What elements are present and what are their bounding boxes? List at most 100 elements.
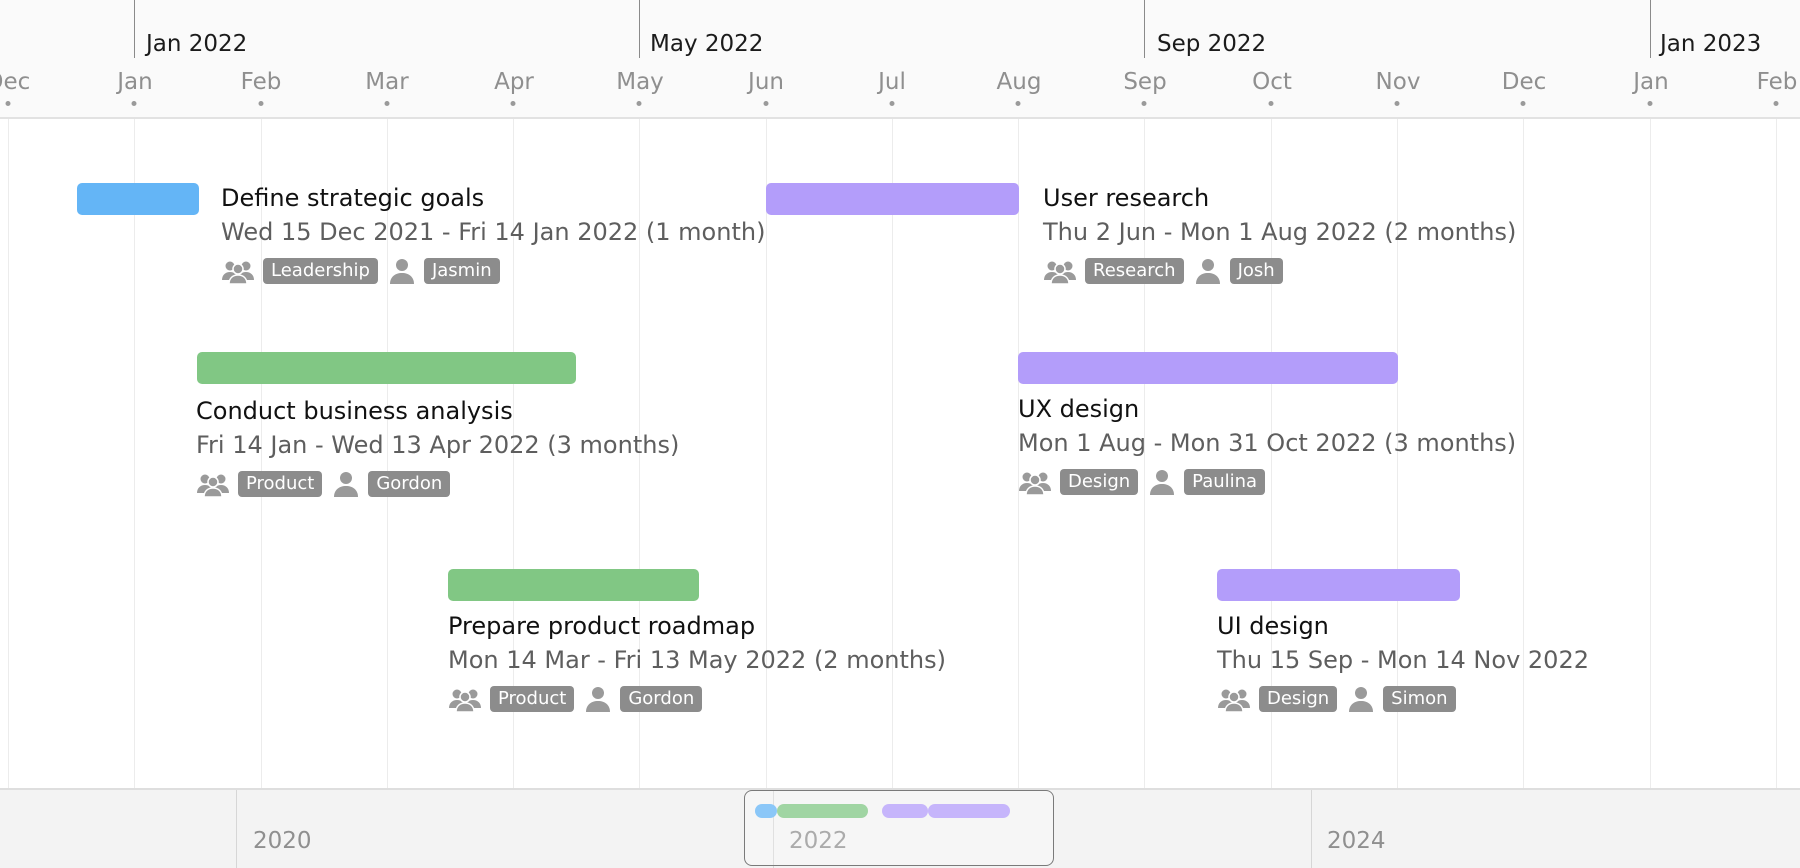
task-title[interactable]: UI design — [1217, 612, 1329, 640]
task-bar-ui-design[interactable] — [1217, 569, 1460, 601]
task-info-define-strategic-goals: Define strategic goals Wed 15 Dec 2021 -… — [221, 183, 765, 285]
overview-year-tick — [773, 790, 774, 868]
task-bar-ux-design[interactable] — [1018, 352, 1398, 384]
major-tick — [1650, 0, 1651, 58]
month-label: Jul — [878, 69, 906, 95]
person-tag: Gordon — [620, 686, 703, 712]
month-tick-dot — [889, 101, 895, 106]
task-dates: Mon 1 Aug - Mon 31 Oct 2022 (3 months) — [1018, 429, 1517, 457]
grid-line — [1144, 119, 1145, 788]
month-label: Apr — [494, 69, 534, 95]
overview-bar-ux-design — [928, 804, 1010, 818]
task-bar-prepare-product-roadmap[interactable] — [448, 569, 699, 601]
task-title[interactable]: Prepare product roadmap — [448, 612, 756, 640]
task-dates: Wed 15 Dec 2021 - Fri 14 Jan 2022 (1 mon… — [221, 218, 766, 246]
month-label: Oct — [1252, 69, 1292, 95]
grid-line — [1650, 119, 1651, 788]
person-tag: Paulina — [1184, 469, 1266, 495]
grid-line — [1271, 119, 1272, 788]
task-info-conduct-business-analysis: Conduct business analysis Fri 14 Jan - W… — [196, 396, 679, 498]
month-label: Dec — [1501, 69, 1547, 95]
grid-line — [766, 119, 767, 788]
grid-line — [892, 119, 893, 788]
task-dates: Thu 2 Jun - Mon 1 Aug 2022 (2 months) — [1043, 218, 1517, 246]
person-tag: Simon — [1383, 686, 1456, 712]
month-tick-dot — [1394, 101, 1400, 106]
month-tick-dot — [384, 101, 390, 106]
task-info-ux-design: UX design Mon 1 Aug - Mon 31 Oct 2022 (3… — [1018, 394, 1516, 496]
major-label-jan-2023: Jan 2023 — [1660, 31, 1762, 57]
timeline-body: Define strategic goals Wed 15 Dec 2021 -… — [0, 119, 1800, 788]
grid-line — [387, 119, 388, 788]
overview-bar-business-analysis — [777, 804, 868, 818]
month-label: Jan — [1633, 69, 1669, 95]
team-tag: Design — [1060, 469, 1139, 495]
team-icon — [196, 471, 230, 497]
month-tick-dot — [5, 101, 11, 106]
month-tick-dot — [131, 101, 137, 106]
task-title[interactable]: Define strategic goals — [221, 184, 485, 212]
team-icon — [1018, 469, 1052, 495]
grid-line — [261, 119, 262, 788]
major-tick — [639, 0, 640, 58]
task-dates: Thu 15 Sep - Mon 14 Nov 2022 — [1217, 646, 1589, 674]
grid-line — [1776, 119, 1777, 788]
person-icon — [1347, 686, 1375, 712]
major-tick — [1144, 0, 1145, 58]
overview-year-2020: 2020 — [253, 828, 312, 854]
person-tag: Jasmin — [423, 258, 500, 284]
month-tick-dot — [1268, 101, 1274, 106]
grid-line — [1523, 119, 1524, 788]
overview-year-tick — [1311, 790, 1312, 868]
month-label: Jan — [117, 69, 153, 95]
grid-line — [134, 119, 135, 788]
task-meta: Leadership Jasmin — [221, 257, 765, 285]
task-info-user-research: User research Thu 2 Jun - Mon 1 Aug 2022… — [1043, 183, 1516, 285]
overview-year-2024: 2024 — [1327, 828, 1386, 854]
month-tick-dot — [1520, 101, 1526, 106]
task-dates: Fri 14 Jan - Wed 13 Apr 2022 (3 months) — [196, 431, 680, 459]
person-tag: Gordon — [368, 471, 451, 497]
month-label: Sep — [1123, 69, 1167, 95]
month-label: Aug — [996, 69, 1042, 95]
task-meta: Product Gordon — [196, 470, 679, 498]
month-tick-dot — [763, 101, 769, 106]
task-info-prepare-product-roadmap: Prepare product roadmap Mon 14 Mar - Fri… — [448, 611, 946, 713]
month-label: Jun — [748, 69, 784, 95]
month-tick-dot — [510, 101, 516, 106]
task-title[interactable]: Conduct business analysis — [196, 397, 513, 425]
task-title[interactable]: UX design — [1018, 395, 1140, 423]
task-title[interactable]: User research — [1043, 184, 1210, 212]
overview-strip[interactable]: 2020 2022 2024 — [0, 788, 1800, 868]
month-label: Nov — [1375, 69, 1421, 95]
month-tick-dot — [1773, 101, 1779, 106]
task-meta: Product Gordon — [448, 685, 946, 713]
overview-year-tick — [236, 790, 237, 868]
month-label: Feb — [240, 69, 282, 95]
team-tag: Research — [1085, 258, 1184, 284]
month-label: May — [616, 69, 664, 95]
major-label-may-2022: May 2022 — [650, 31, 764, 57]
team-icon — [221, 258, 255, 284]
team-icon — [1217, 686, 1251, 712]
major-label-jan-2022: Jan 2022 — [146, 31, 248, 57]
major-label-sep-2022: Sep 2022 — [1157, 31, 1267, 57]
overview-range-window[interactable] — [744, 790, 1054, 866]
person-icon — [388, 258, 416, 284]
task-dates: Mon 14 Mar - Fri 13 May 2022 (2 months) — [448, 646, 946, 674]
person-icon — [1194, 258, 1222, 284]
month-tick-dot — [258, 101, 264, 106]
task-bar-conduct-business-analysis[interactable] — [197, 352, 576, 384]
month-tick-dot — [1015, 101, 1021, 106]
team-tag: Product — [490, 686, 575, 712]
overview-bar-user-research — [882, 804, 928, 818]
team-tag: Product — [238, 471, 323, 497]
task-bar-user-research[interactable] — [766, 183, 1019, 215]
overview-bar-define-strategic-goals — [755, 804, 777, 818]
major-tick — [134, 0, 135, 58]
grid-line — [1018, 119, 1019, 788]
month-label: Feb — [1756, 69, 1798, 95]
team-tag: Design — [1259, 686, 1338, 712]
task-bar-define-strategic-goals[interactable] — [77, 183, 199, 215]
